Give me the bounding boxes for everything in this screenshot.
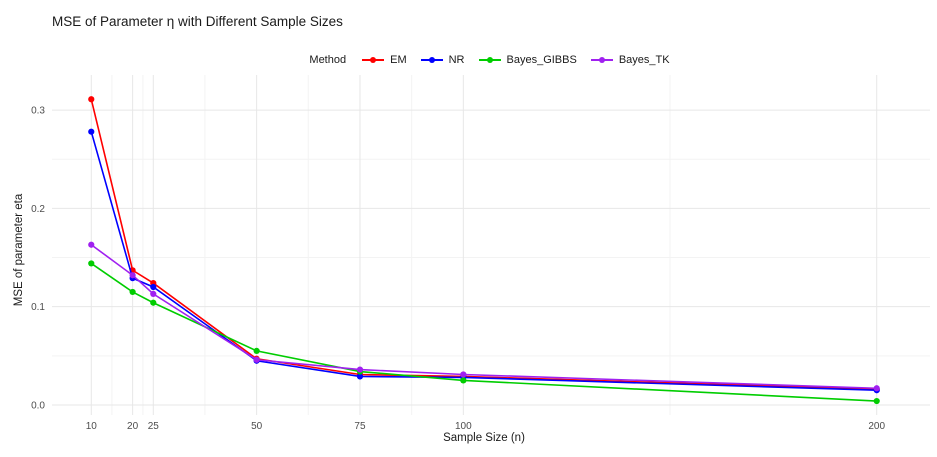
legend-item-Bayes_TK: Bayes_TK <box>590 54 670 66</box>
y-tick-label: 0.0 <box>31 400 45 411</box>
data-point-NR-10 <box>88 128 95 135</box>
legend-item-EM: EM <box>362 54 407 66</box>
legend-item-Bayes_GIBBS: Bayes_GIBBS <box>478 54 577 66</box>
data-point-Bayes_TK-25 <box>150 290 157 297</box>
legend-label: EM <box>390 54 407 66</box>
y-tick-label: 0.1 <box>31 302 45 313</box>
legend-item-NR: NR <box>420 54 465 66</box>
x-tick-label: 50 <box>251 421 263 432</box>
legend: Method EM NR Bayes_GIBBS Bayes_TK <box>52 50 927 70</box>
data-point-Bayes_TK-200 <box>873 385 880 392</box>
series-line-Bayes_GIBBS <box>90 262 877 402</box>
data-point-Bayes_GIBBS-25 <box>150 299 157 306</box>
data-point-Bayes_TK-100 <box>460 371 467 378</box>
x-tick-label: 25 <box>148 421 160 432</box>
data-point-EM-10 <box>88 96 95 103</box>
legend-key-icon <box>478 55 501 65</box>
data-point-Bayes_GIBBS-100 <box>460 377 467 384</box>
y-tick-label: 0.3 <box>31 106 45 117</box>
legend-label: Bayes_TK <box>618 54 670 66</box>
data-point-Bayes_GIBBS-200 <box>873 397 880 405</box>
series-line-EM <box>90 99 877 391</box>
legend-key-icon <box>362 55 385 65</box>
legend-label: Bayes_GIBBS <box>506 54 577 66</box>
data-point-Bayes_GIBBS-10 <box>88 260 95 267</box>
data-point-Bayes_GIBBS-20 <box>129 288 136 296</box>
x-axis-title: Sample Size (n) <box>443 432 525 444</box>
y-axis-title: MSE of parameter eta <box>13 193 25 306</box>
chart-title: MSE of Parameter η with Different Sample… <box>52 14 343 29</box>
legend-key-icon <box>590 55 613 65</box>
x-tick-label: 20 <box>127 421 139 432</box>
data-point-Bayes_TK-75 <box>356 366 364 373</box>
y-tick-label: 0.2 <box>31 204 45 215</box>
series-line-Bayes_TK <box>90 244 877 390</box>
x-tick-label: 200 <box>868 421 885 432</box>
legend-key-icon <box>420 55 443 65</box>
x-tick-label: 10 <box>86 421 98 432</box>
data-point-NR-75 <box>356 373 364 380</box>
x-tick-label: 100 <box>455 421 472 432</box>
data-point-Bayes_TK-10 <box>88 241 95 248</box>
legend-label: NR <box>448 54 465 66</box>
data-point-Bayes_TK-20 <box>129 272 136 279</box>
x-tick-label: 75 <box>354 421 366 432</box>
series-line-NR <box>90 131 877 392</box>
data-point-NR-25 <box>150 283 157 291</box>
data-point-Bayes_TK-50 <box>253 356 260 363</box>
legend-title: Method <box>309 54 347 66</box>
data-point-Bayes_GIBBS-50 <box>253 347 260 355</box>
